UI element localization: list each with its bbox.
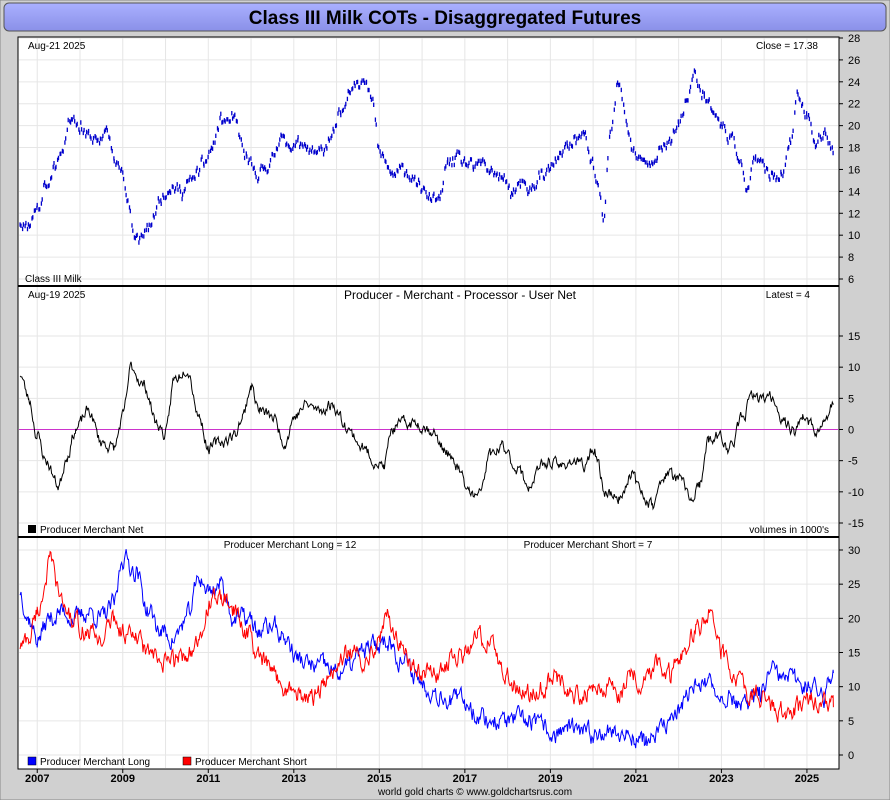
y-tick-label: 5 xyxy=(848,393,854,405)
y-tick-label: 6 xyxy=(848,274,854,286)
y-tick-label: 10 xyxy=(848,682,860,694)
y-tick-label: 25 xyxy=(848,579,860,591)
short-series-line xyxy=(19,550,834,723)
y-tick-label: 0 xyxy=(848,750,854,762)
x-tick-label: 2011 xyxy=(196,773,220,785)
net-latest-label: Latest = 4 xyxy=(766,290,811,301)
y-tick-label: 20 xyxy=(848,121,860,133)
x-tick-label: 2023 xyxy=(709,773,733,785)
x-tick-label: 2015 xyxy=(367,773,391,785)
y-tick-label: 28 xyxy=(848,33,860,45)
net-date-label: Aug-19 2025 xyxy=(28,290,86,301)
y-tick-label: 24 xyxy=(848,77,860,89)
net-series-line xyxy=(19,361,834,511)
y-tick-label: -10 xyxy=(848,487,864,499)
short-latest-label: Producer Merchant Short = 7 xyxy=(524,540,653,551)
y-tick-label: 18 xyxy=(848,143,860,155)
y-tick-label: 10 xyxy=(848,230,860,242)
y-tick-label: -15 xyxy=(848,518,864,530)
x-tick-label: 2025 xyxy=(795,773,819,785)
y-tick-label: 20 xyxy=(848,613,860,625)
y-tick-label: 26 xyxy=(848,55,860,67)
y-tick-label: 30 xyxy=(848,545,860,557)
net-panel-title: Producer - Merchant - Processor - User N… xyxy=(344,288,577,302)
plot-border xyxy=(17,36,840,770)
long-short-y-axis: 0 5 10 15 20 25 30 xyxy=(839,545,860,762)
x-tick-label: 2013 xyxy=(282,773,306,785)
y-tick-label: 12 xyxy=(848,208,860,220)
short-legend-label: Producer Merchant Short xyxy=(195,757,307,768)
y-tick-label: -5 xyxy=(848,456,858,468)
plot-area xyxy=(17,36,840,770)
short-legend-swatch xyxy=(182,756,192,766)
y-tick-label: 0 xyxy=(848,425,854,437)
x-tick-label: 2017 xyxy=(453,773,477,785)
footer-credit: world gold charts © www.goldchartsrus.co… xyxy=(377,787,572,798)
price-date-label: Aug-21 2025 xyxy=(28,41,86,52)
y-tick-label: 10 xyxy=(848,362,860,374)
net-legend-swatch xyxy=(28,525,36,533)
chart-title: Class III Milk COTs - Disaggregated Futu… xyxy=(249,8,641,29)
price-y-axis: 6 8 10 12 14 16 18 20 22 24 26 28 xyxy=(839,33,860,286)
net-y-axis: -15 -10 -5 0 5 10 15 xyxy=(839,331,864,530)
y-tick-label: 16 xyxy=(848,164,860,176)
long-latest-label: Producer Merchant Long = 12 xyxy=(224,540,357,551)
y-tick-label: 8 xyxy=(848,252,854,264)
long-legend-swatch xyxy=(27,756,37,766)
y-tick-label: 15 xyxy=(848,648,860,660)
price-close-label: Close = 17.38 xyxy=(756,41,818,52)
x-tick-label: 2009 xyxy=(111,773,135,785)
x-tick-label: 2021 xyxy=(624,773,648,785)
series-layer xyxy=(19,68,834,749)
price-series-line xyxy=(19,68,834,245)
y-tick-label: 5 xyxy=(848,716,854,728)
y-tick-label: 15 xyxy=(848,331,860,343)
long-series-line xyxy=(19,549,834,749)
price-series-label: Class III Milk xyxy=(25,274,83,285)
x-tick-label: 2007 xyxy=(25,773,49,785)
y-tick-label: 14 xyxy=(848,186,860,198)
long-legend-label: Producer Merchant Long xyxy=(40,757,150,768)
x-axis: 2007 2009 2011 2013 2015 2017 2019 2021 2023 2025 xyxy=(25,769,819,785)
title-bar xyxy=(3,2,887,32)
units-label: volumes in 1000's xyxy=(749,525,829,536)
y-tick-label: 22 xyxy=(848,99,860,111)
net-legend-label: Producer Merchant Net xyxy=(40,525,144,536)
x-tick-label: 2019 xyxy=(538,773,562,785)
